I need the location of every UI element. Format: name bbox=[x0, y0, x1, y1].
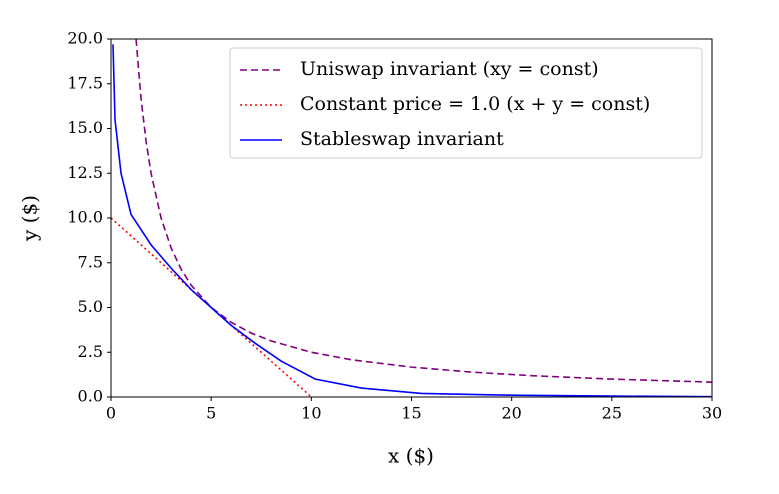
y-tick-label: 5.0 bbox=[78, 297, 103, 316]
y-tick-label: 20.0 bbox=[67, 29, 103, 48]
series-line bbox=[135, 39, 712, 383]
y-tick-label: 7.5 bbox=[78, 252, 103, 271]
x-tick-label: 10 bbox=[301, 404, 321, 423]
legend-label: Stableswap invariant bbox=[300, 128, 504, 150]
x-axis-label: x ($) bbox=[388, 444, 434, 468]
y-tick-label: 12.5 bbox=[67, 163, 103, 182]
y-tick-label: 0.0 bbox=[78, 387, 103, 406]
x-tick-label: 15 bbox=[401, 404, 421, 423]
y-tick-label: 17.5 bbox=[67, 73, 103, 92]
x-tick-label: 20 bbox=[501, 404, 521, 423]
series-line bbox=[112, 44, 712, 397]
y-tick-label: 2.5 bbox=[78, 342, 103, 361]
legend-label: Uniswap invariant (xy = const) bbox=[300, 58, 599, 80]
x-tick-label: 25 bbox=[602, 404, 622, 423]
y-axis-label: y ($) bbox=[18, 195, 42, 242]
plot-lines bbox=[111, 39, 712, 397]
y-tick-label: 10.0 bbox=[67, 208, 103, 227]
y-tick-label: 15.0 bbox=[67, 118, 103, 137]
legend-box bbox=[229, 47, 703, 159]
x-tick-label: 0 bbox=[106, 404, 116, 423]
x-tick-label: 5 bbox=[206, 404, 216, 423]
legend-label: Constant price = 1.0 (x + y = const) bbox=[300, 93, 650, 115]
x-tick-label: 30 bbox=[702, 404, 722, 423]
